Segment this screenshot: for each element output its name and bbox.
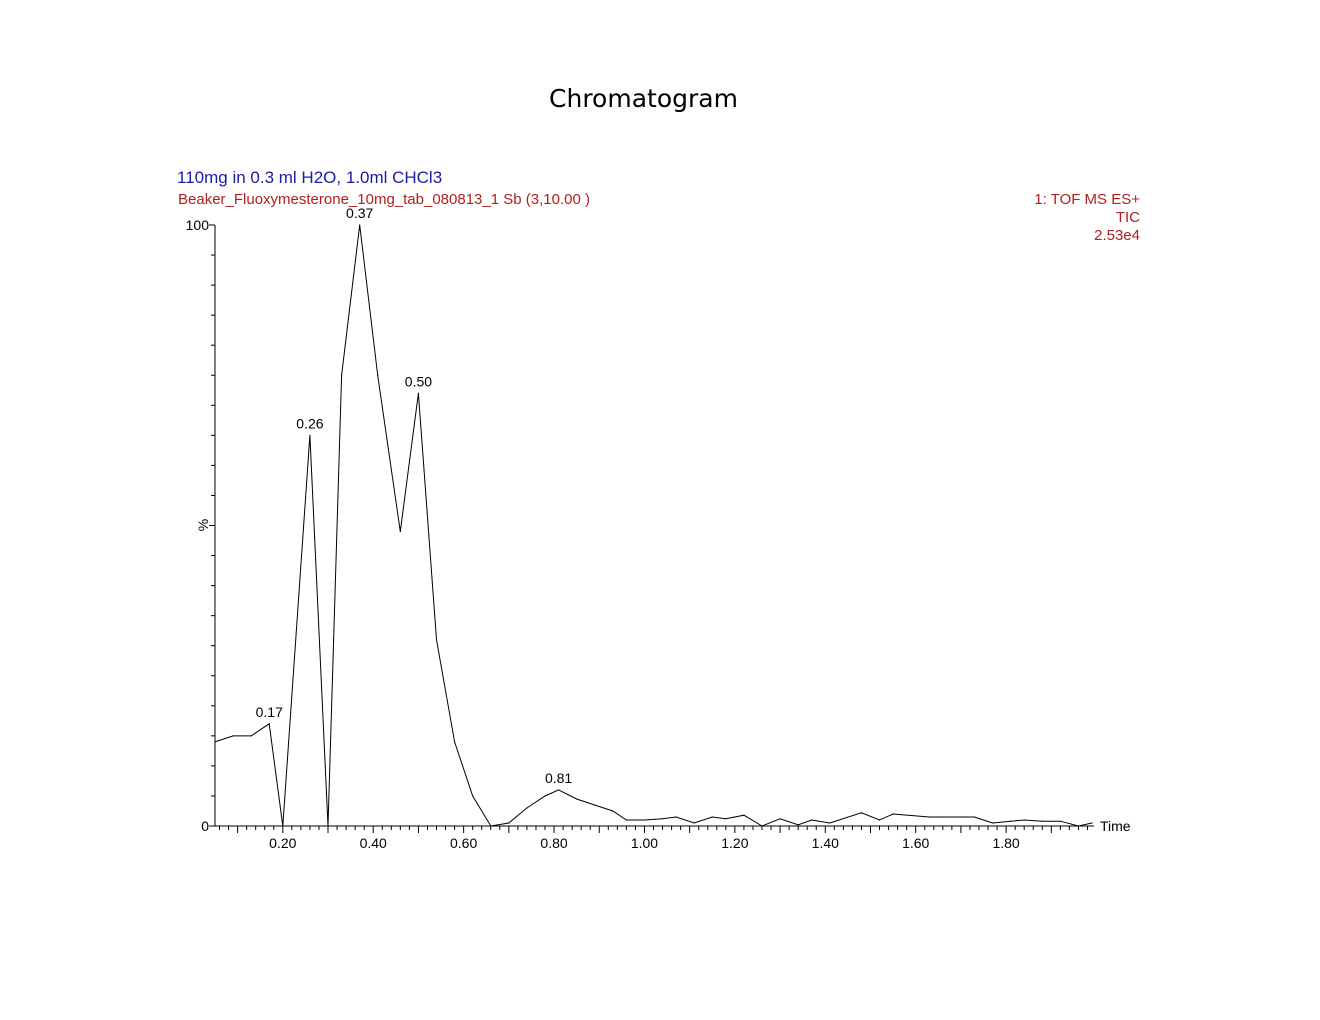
tic-trace xyxy=(214,224,1093,827)
peak-label: 0.37 xyxy=(346,205,373,221)
detector-trace: TIC xyxy=(1115,209,1140,226)
data-point xyxy=(268,723,270,725)
data-point xyxy=(725,818,727,820)
x-tick-label: 1.00 xyxy=(631,835,658,851)
detector-function: 1: TOF MS ES+ xyxy=(1034,191,1140,208)
data-point xyxy=(761,825,763,827)
data-point xyxy=(612,810,614,812)
data-point xyxy=(1091,822,1093,824)
data-point xyxy=(327,825,329,827)
data-point xyxy=(250,735,252,737)
x-tick-label: 1.80 xyxy=(992,835,1019,851)
data-point xyxy=(829,822,831,824)
data-point xyxy=(878,819,881,821)
peak-label: 0.26 xyxy=(296,415,323,431)
y-axis-title: % xyxy=(195,519,211,531)
data-point xyxy=(282,825,284,827)
y-tick-label: 100 xyxy=(186,217,210,233)
data-point xyxy=(625,819,627,821)
data-point xyxy=(779,818,781,820)
data-point xyxy=(960,816,962,818)
data-point xyxy=(892,813,894,815)
y-tick-label: 0 xyxy=(201,818,209,834)
sample-description: 110mg in 0.3 ml H2O, 1.0ml CHCl3 xyxy=(177,168,443,187)
data-point xyxy=(544,795,546,797)
data-point xyxy=(399,530,401,533)
data-point xyxy=(928,816,930,818)
x-tick-label: 0.60 xyxy=(450,835,477,851)
data-point xyxy=(490,825,492,827)
data-point xyxy=(417,392,420,394)
x-tick-label: 1.40 xyxy=(812,835,839,851)
data-point xyxy=(711,816,713,818)
x-tick-label: 0.20 xyxy=(269,835,296,851)
data-point xyxy=(1059,820,1061,822)
data-point xyxy=(1041,820,1043,822)
data-point xyxy=(797,824,799,826)
peak-label: 0.50 xyxy=(405,373,432,389)
peak-label: 0.81 xyxy=(545,770,572,786)
data-point xyxy=(693,822,695,824)
data-point xyxy=(508,822,510,824)
data-point xyxy=(214,741,216,743)
x-tick-label: 1.20 xyxy=(721,835,748,851)
data-point xyxy=(1010,820,1012,822)
data-point xyxy=(860,812,863,814)
data-point xyxy=(743,814,745,816)
data-point xyxy=(340,374,343,376)
data-point xyxy=(643,819,646,821)
data-point xyxy=(1023,819,1025,821)
x-tick-label: 1.60 xyxy=(902,835,929,851)
x-axis-title: Time xyxy=(1100,818,1131,834)
data-point xyxy=(359,224,361,226)
data-point xyxy=(377,374,379,376)
page-title: Chromatogram xyxy=(549,84,738,113)
data-point xyxy=(453,741,456,743)
x-tick-label: 0.40 xyxy=(360,835,387,851)
data-point xyxy=(991,822,994,824)
data-point xyxy=(232,735,234,737)
data-point xyxy=(526,807,528,809)
data-point xyxy=(594,804,596,806)
peak-label: 0.17 xyxy=(256,704,283,720)
data-point xyxy=(1077,825,1080,827)
data-point xyxy=(472,795,474,797)
data-point xyxy=(309,434,311,436)
data-point xyxy=(675,816,677,818)
data-point xyxy=(942,816,944,818)
data-point xyxy=(811,819,813,821)
detector-info: 1: TOF MS ES+ TIC 2.53e4 xyxy=(1034,191,1140,245)
data-point xyxy=(661,818,664,820)
run-name: Beaker_Fluoxymesterone_10mg_tab_080813_1… xyxy=(178,191,590,208)
data-point xyxy=(435,639,438,641)
intensity-max: 2.53e4 xyxy=(1094,227,1140,244)
data-point xyxy=(973,816,976,818)
x-tick-label: 0.80 xyxy=(540,835,567,851)
data-point xyxy=(557,789,560,791)
data-point xyxy=(576,798,578,800)
